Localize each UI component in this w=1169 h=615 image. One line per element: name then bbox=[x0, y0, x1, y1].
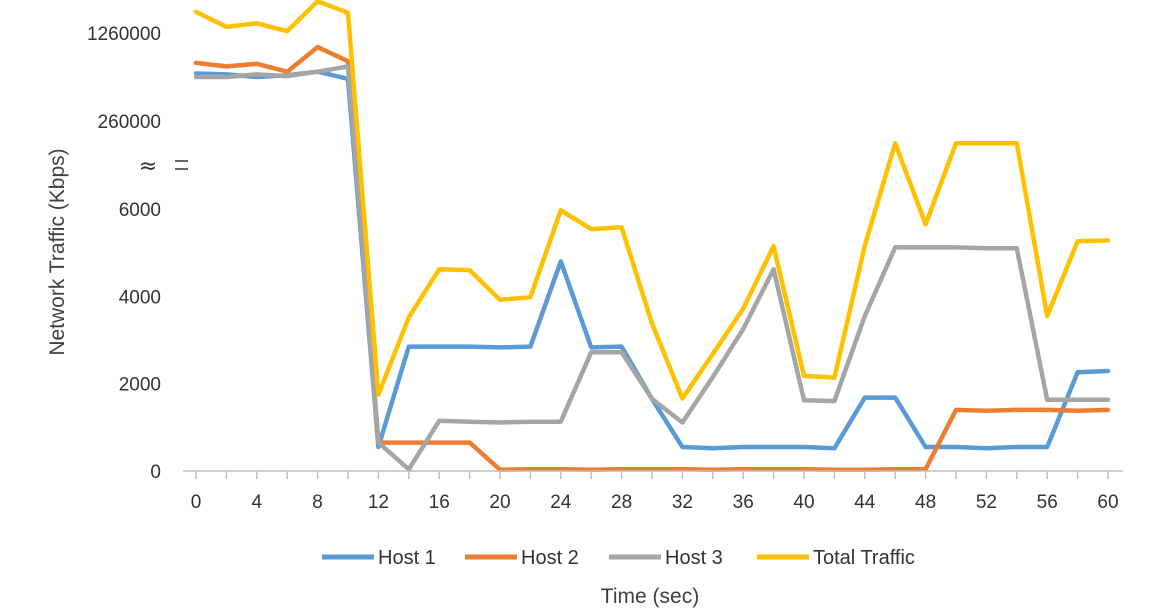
x-tick-label: 20 bbox=[489, 492, 510, 513]
y-tick-label: 1260000 bbox=[87, 24, 161, 45]
x-tick-label: 56 bbox=[1037, 492, 1058, 513]
x-tick-label: 12 bbox=[368, 492, 389, 513]
x-tick-label: 52 bbox=[976, 492, 997, 513]
series-line-total-traffic bbox=[193, 0, 1111, 401]
x-tick-label: 16 bbox=[429, 492, 450, 513]
series-line-host-1 bbox=[193, 69, 1111, 451]
x-tick-label: 36 bbox=[733, 492, 754, 513]
y-tick-label: 2000 bbox=[119, 375, 161, 396]
x-tick-label: 48 bbox=[915, 492, 936, 513]
legend-label: Total Traffic bbox=[813, 547, 915, 569]
plot-area bbox=[193, 0, 1111, 472]
x-tick-label: 8 bbox=[312, 492, 323, 513]
y-tick-label: 6000 bbox=[119, 200, 161, 221]
y-axis-break-mark: ≈ bbox=[139, 154, 157, 179]
series-line-host-2 bbox=[193, 44, 1111, 472]
x-tick-label: 28 bbox=[611, 492, 632, 513]
y-tick-label: 4000 bbox=[119, 287, 161, 308]
x-tick-label: 40 bbox=[793, 492, 814, 513]
x-tick-label: 0 bbox=[191, 492, 202, 513]
x-tick-label: 24 bbox=[550, 492, 572, 513]
x-tick-label: 32 bbox=[672, 492, 693, 513]
x-axis-title: Time (sec) bbox=[601, 585, 699, 608]
x-tick-label: 44 bbox=[854, 492, 876, 513]
x-tick-label: 60 bbox=[1097, 492, 1118, 513]
axes: 0 4 8 12 16 20 24 28 32 36 40 44 48 52 56 6002000400060… bbox=[87, 24, 1123, 513]
x-tick-label: 4 bbox=[252, 492, 263, 513]
y-tick-label: 0 bbox=[150, 462, 161, 483]
legend-label: Host 2 bbox=[521, 547, 579, 569]
legend-label: Host 1 bbox=[378, 547, 436, 569]
legend: Host 1 Host 2 Host 3 Total Traffic bbox=[322, 547, 915, 569]
y-tick-label: 260000 bbox=[98, 112, 161, 133]
legend-label: Host 3 bbox=[665, 547, 723, 569]
series-line-host-3 bbox=[193, 64, 1111, 472]
y-axis-title: Network Traffic (Kbps) bbox=[46, 148, 69, 355]
